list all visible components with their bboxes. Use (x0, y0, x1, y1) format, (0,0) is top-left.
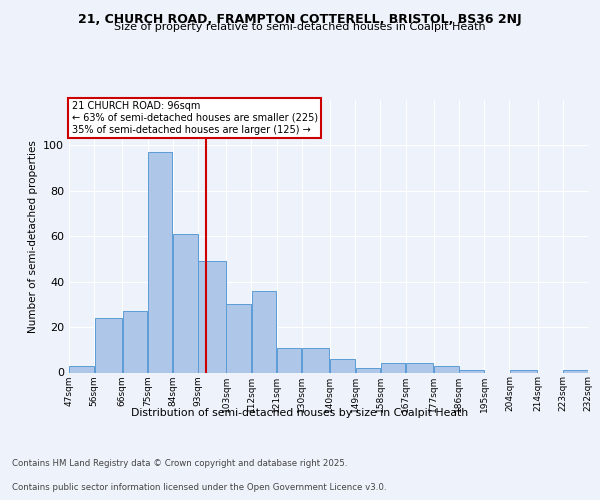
Bar (277, 348, 301, 372)
Bar (510, 370, 537, 372)
Bar (122, 311, 147, 372)
Bar (148, 152, 172, 372)
Bar (173, 234, 197, 372)
Text: 21 CHURCH ROAD: 96sqm
← 63% of semi-detached houses are smaller (225)
35% of sem: 21 CHURCH ROAD: 96sqm ← 63% of semi-deta… (71, 102, 318, 134)
Bar (302, 348, 329, 372)
Bar (460, 370, 484, 372)
Text: Contains public sector information licensed under the Open Government Licence v3: Contains public sector information licen… (12, 484, 386, 492)
Bar (95, 318, 122, 372)
Text: Contains HM Land Registry data © Crown copyright and database right 2025.: Contains HM Land Registry data © Crown c… (12, 458, 347, 468)
Bar (226, 304, 251, 372)
Bar (563, 370, 587, 372)
Bar (330, 359, 355, 372)
Text: Size of property relative to semi-detached houses in Coalpit Heath: Size of property relative to semi-detach… (114, 22, 486, 32)
Bar (434, 366, 458, 372)
Bar (381, 364, 405, 372)
Bar (70, 366, 94, 372)
Text: 21, CHURCH ROAD, FRAMPTON COTTERELL, BRISTOL, BS36 2NJ: 21, CHURCH ROAD, FRAMPTON COTTERELL, BRI… (78, 12, 522, 26)
Bar (406, 364, 433, 372)
Bar (252, 291, 276, 372)
Bar (199, 261, 226, 372)
Y-axis label: Number of semi-detached properties: Number of semi-detached properties (28, 140, 38, 332)
Text: Distribution of semi-detached houses by size in Coalpit Heath: Distribution of semi-detached houses by … (131, 408, 469, 418)
Bar (356, 368, 380, 372)
